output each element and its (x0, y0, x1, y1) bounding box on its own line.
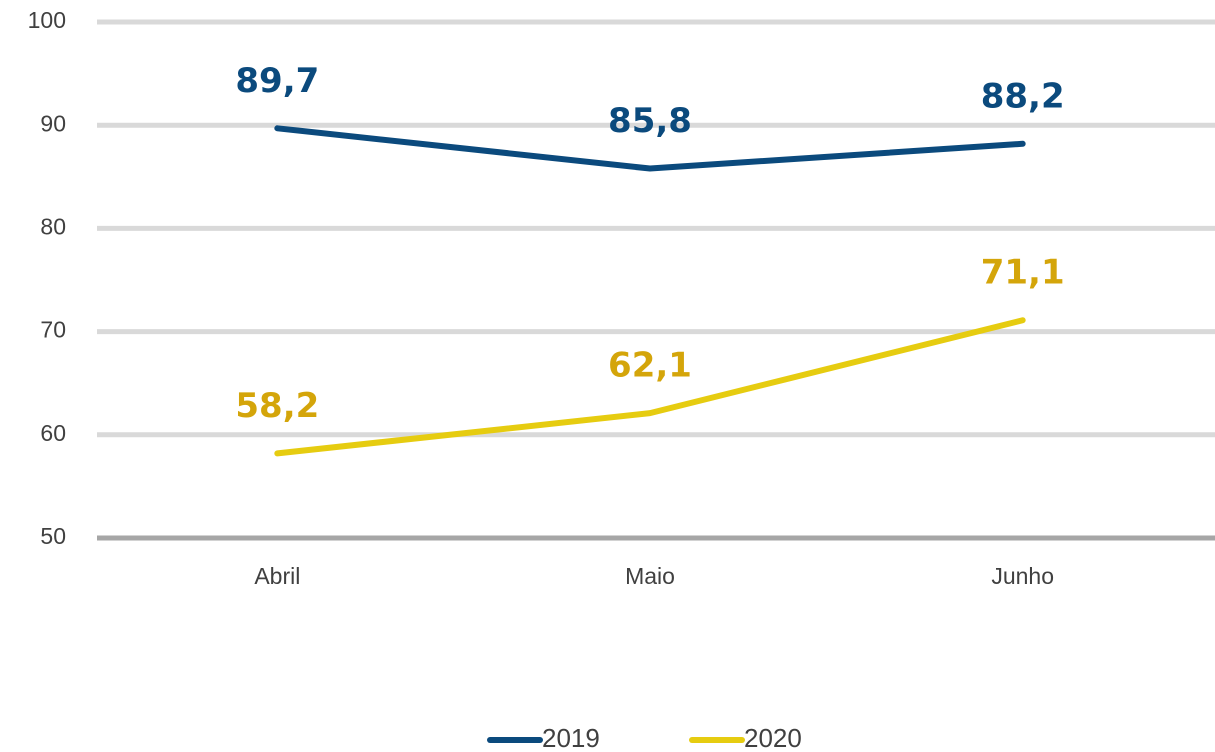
data-label: 85,8 (608, 101, 692, 141)
x-tick-label: Junho (991, 563, 1054, 589)
y-tick-label: 70 (40, 317, 66, 343)
data-label: 58,2 (235, 386, 319, 426)
x-tick-label: Abril (254, 563, 300, 589)
legend-label: 2020 (744, 723, 802, 752)
x-tick-label: Maio (625, 563, 675, 589)
series-line (274, 317, 1026, 457)
y-tick-label: 100 (28, 7, 66, 33)
data-label: 71,1 (981, 253, 1065, 293)
y-tick-label: 60 (40, 420, 66, 446)
series-line (274, 125, 1026, 172)
y-tick-label: 50 (40, 523, 66, 549)
data-label: 89,7 (235, 61, 319, 101)
data-label: 88,2 (981, 76, 1065, 116)
y-tick-label: 80 (40, 213, 66, 239)
data-label: 62,1 (608, 346, 692, 386)
legend-label: 2019 (542, 723, 600, 752)
y-tick-label: 90 (40, 110, 66, 136)
